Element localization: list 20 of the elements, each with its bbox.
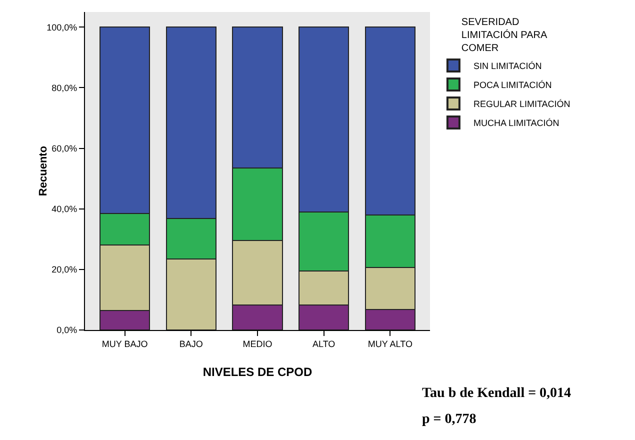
- y-tick-label: 80,0%: [52, 82, 78, 93]
- legend-label: REGULAR LIMITACIÓN: [473, 99, 570, 110]
- y-tick-label: 100,0%: [46, 22, 78, 32]
- legend-label: MUCHA LIMITACIÓN: [473, 118, 560, 128]
- legend-title: SEVERIDAD LIMITACIÓN PARA COMER: [461, 17, 548, 54]
- x-tick-label: MUY ALTO: [368, 338, 412, 349]
- text: p = 0,778: [422, 412, 476, 427]
- y-tick-label: 60,0%: [52, 143, 78, 154]
- y-axis-title: Recuento: [38, 146, 50, 196]
- y-tick-label: 40,0%: [52, 204, 78, 214]
- y-tick-label: 0,0%: [56, 325, 78, 336]
- legend-label: SIN LIMITACIÓN: [473, 61, 542, 72]
- x-tick-label: MUY BAJO: [102, 338, 148, 349]
- x-tick-label: MEDIO: [242, 338, 272, 349]
- x-tick-label: BAJO: [179, 338, 203, 349]
- x-axis-title: NIVELES DE CPOD: [202, 365, 313, 379]
- legend-label: POCA LIMITACIÓN: [473, 80, 552, 90]
- x-tick-label: ALTO: [312, 338, 336, 349]
- text: Tau b de Kendall = 0,014: [422, 386, 572, 401]
- y-tick-label: 20,0%: [52, 264, 78, 275]
